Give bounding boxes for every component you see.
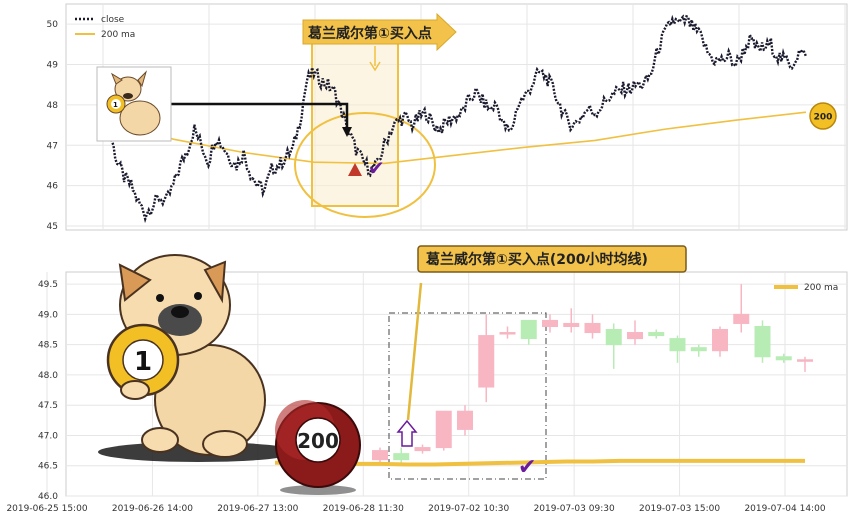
candle-body <box>669 338 686 352</box>
ball-200-icon: 200 <box>275 400 361 495</box>
bottom-legend-label: 200 ma <box>804 283 838 293</box>
bottom-x-tick-label: 2019-06-25 15:00 <box>6 504 87 514</box>
bottom-x-tick-label: 2019-07-03 09:30 <box>534 504 615 514</box>
bottom-annotation-label: 葛兰威尔第①买入点(200小时均线) <box>425 251 648 268</box>
candle-body <box>775 356 792 361</box>
top-y-tick-label: 47 <box>47 141 58 151</box>
top-y-tick-label: 50 <box>47 20 59 30</box>
up-arrow-icon <box>396 419 418 447</box>
annotation-pointer-arrowhead <box>369 61 381 72</box>
legend-close-label: close <box>101 15 125 25</box>
candle-body <box>542 319 558 327</box>
bottom-y-tick-label: 48.5 <box>38 341 58 351</box>
candle-body <box>627 332 643 340</box>
candle-body <box>563 322 580 327</box>
candle-body <box>584 322 601 334</box>
bottom-y-tick-label: 47.0 <box>38 431 58 441</box>
dog-illustration: 1 <box>98 254 298 462</box>
top-legend: close 200 ma <box>75 15 135 40</box>
annotation-banner-shape <box>302 12 457 52</box>
bottom-x-tick-label: 2019-07-02 10:30 <box>428 504 509 514</box>
ball-one-label: 1 <box>134 347 152 377</box>
top-y-ticks: 45 46 47 48 49 50 <box>47 20 59 232</box>
ma-200-badge-label: 200 <box>814 113 833 123</box>
top-annotation-banner: 葛兰威尔第①买入点 <box>302 12 457 52</box>
bottom-annotation: 葛兰威尔第①买入点(200小时均线) <box>417 245 687 273</box>
bottom-y-tick-label: 48.0 <box>38 371 58 381</box>
top-y-tick-label: 49 <box>47 61 59 71</box>
bottom-200-ma-line <box>275 458 805 467</box>
bottom-y-tick-label: 49.0 <box>38 310 58 320</box>
candle-body <box>605 329 622 346</box>
bottom-y-tick-label: 49.5 <box>38 280 58 290</box>
bottom-y-ticks: 46.0 46.5 47.0 47.5 48.0 48.5 49.0 49.5 <box>38 280 58 502</box>
bottom-checkmark-icon: ✔ <box>518 455 536 480</box>
top-y-tick-label: 45 <box>47 222 58 232</box>
bottom-y-tick-label: 46.5 <box>38 462 58 472</box>
bottom-y-tick-label: 46.0 <box>38 492 58 502</box>
candle-body <box>414 447 431 452</box>
bottom-x-ticks: 2019-06-25 15:00 2019-06-26 14:00 2019-06-… <box>6 504 825 514</box>
bottom-x-tick-label: 2019-06-27 13:00 <box>217 504 298 514</box>
bottom-legend: 200 ma <box>774 283 838 293</box>
buy-zone-box <box>388 312 547 480</box>
candle-body <box>733 313 750 324</box>
bottom-ma-line <box>275 458 805 467</box>
legend-ma-label: 200 ma <box>101 30 135 40</box>
connector-arrowhead <box>342 127 352 137</box>
top-y-tick-label: 48 <box>47 101 59 111</box>
top-y-tick-label: 46 <box>47 182 59 192</box>
top-series <box>101 14 808 224</box>
candle-body <box>457 410 473 430</box>
buy-zone-highlight <box>311 39 399 207</box>
candle-body <box>648 332 665 337</box>
top-checkmark-icon: ✔ <box>368 156 385 180</box>
candle-body <box>712 329 728 352</box>
buy-zone-ellipse <box>294 112 436 218</box>
bottom-x-tick-label: 2019-06-28 11:30 <box>323 504 404 514</box>
bottom-annotation-pointer <box>406 282 423 421</box>
candle-body <box>797 359 813 362</box>
candle-body <box>754 325 771 358</box>
dog-thumbnail: 1 <box>96 66 172 142</box>
candle-body <box>435 410 452 449</box>
bottom-x-tick-label: 2019-07-03 15:00 <box>639 504 720 514</box>
thumb-ball-number: 1 <box>113 101 118 109</box>
candle-body <box>393 453 410 461</box>
candle-body <box>690 347 707 352</box>
candle-body <box>520 319 537 340</box>
ball-200-label: 200 <box>297 429 339 453</box>
bottom-candles <box>372 284 813 463</box>
ma-200-badge: 200 <box>809 102 837 130</box>
candle-body <box>499 332 516 335</box>
bottom-y-tick-label: 47.5 <box>38 401 58 411</box>
bottom-x-tick-label: 2019-06-26 14:00 <box>112 504 193 514</box>
top-annotation-label: 葛兰威尔第①买入点 <box>307 25 432 42</box>
candle-body <box>372 450 388 461</box>
buy-marker-triangle <box>348 163 362 176</box>
bottom-annotation-box <box>417 245 687 273</box>
candle-body <box>478 335 495 388</box>
connector-arrow-line <box>170 102 349 130</box>
bottom-x-tick-label: 2019-07-04 14:00 <box>744 504 825 514</box>
